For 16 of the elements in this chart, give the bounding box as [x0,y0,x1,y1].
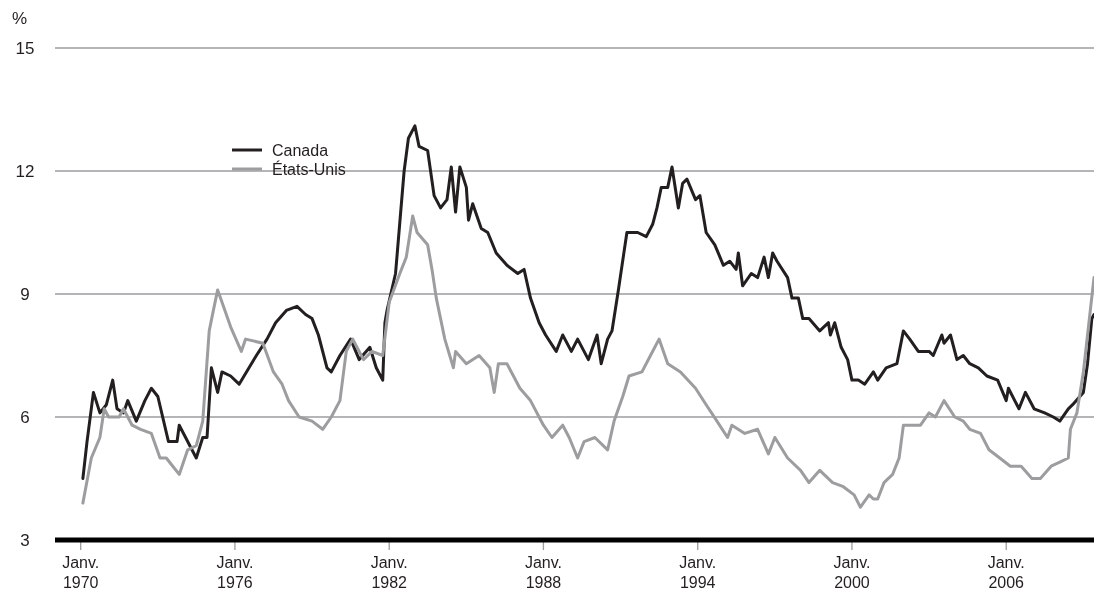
legend-label: États-Unis [272,159,346,178]
x-tick-label: Janv. 1976 [216,554,254,591]
y-axis-title: % [12,9,28,28]
y-tick-label: 3 [20,530,30,550]
legend-label: Canada [272,141,329,159]
x-tick-label: Janv. 1970 [62,554,100,591]
x-tick-label: Janv. 1988 [524,554,562,591]
x-tick-label: Janv. 1994 [679,554,717,591]
y-tick-label: 9 [20,284,30,304]
x-tick-label: Janv. 2006 [987,554,1025,591]
y-tick-label: 12 [15,161,35,181]
y-tick-label: 15 [15,38,35,58]
x-tick-label: Janv. 2000 [833,554,871,591]
x-tick-label: Janv. 1982 [370,554,408,591]
line-series [81,124,1094,480]
y-tick-label: 6 [20,407,30,427]
